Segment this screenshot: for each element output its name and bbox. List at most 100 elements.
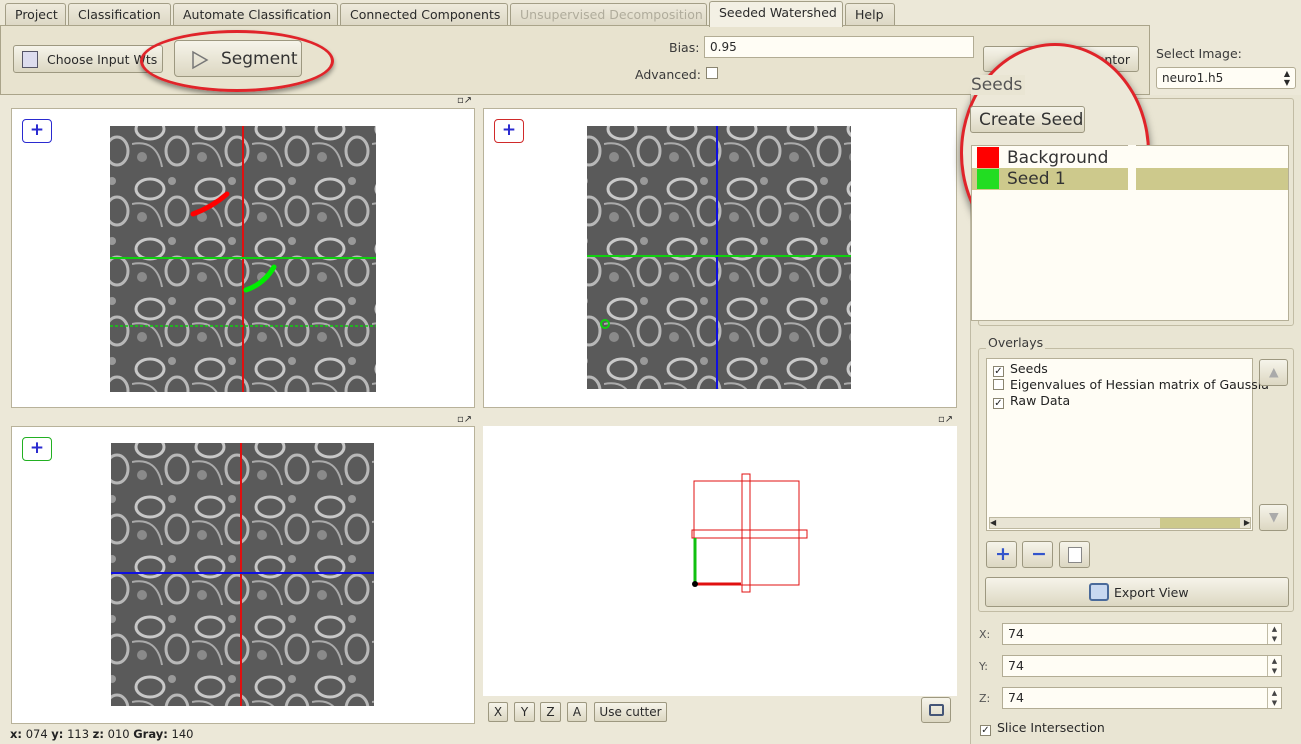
tab-label: Unsupervised Decomposition bbox=[520, 7, 703, 22]
status-gray-label: Gray: bbox=[133, 727, 168, 741]
spin-arrows-icon[interactable]: ▲ ▼ bbox=[1267, 624, 1281, 644]
status-z: 010 bbox=[107, 727, 130, 741]
overlay-checkbox[interactable] bbox=[993, 379, 1004, 390]
plus-icon: + bbox=[995, 543, 1011, 565]
arrow-up-icon: ▲ bbox=[1269, 364, 1279, 379]
tab-bar: Project Classification Automate Classifi… bbox=[0, 0, 1301, 27]
export-view-label: Export View bbox=[1114, 585, 1189, 600]
list-filler bbox=[1128, 145, 1136, 315]
tab-project[interactable]: Project bbox=[5, 3, 66, 26]
choose-input-weights-button[interactable]: Choose Input Wts bbox=[13, 45, 163, 73]
overlay-label: Raw Data bbox=[1010, 393, 1071, 408]
tab-label: Classification bbox=[78, 7, 161, 22]
seed-row-background[interactable]: Background bbox=[972, 146, 1288, 168]
overlay-row-seeds[interactable]: ✓ Seeds bbox=[993, 361, 1048, 377]
arrow-down-icon: ▼ bbox=[1269, 509, 1279, 524]
status-z-label: z: bbox=[92, 727, 104, 741]
tab-automate-classification[interactable]: Automate Classification bbox=[173, 3, 338, 26]
maximize-icon[interactable]: ▫↗ bbox=[938, 414, 954, 425]
camera-icon bbox=[929, 704, 944, 716]
overlay-label: Seeds bbox=[1010, 361, 1048, 376]
overlays-group bbox=[978, 348, 1294, 612]
axis-a-button[interactable]: A bbox=[567, 702, 587, 722]
x-coord-spinbox[interactable]: 74 ▲ ▼ bbox=[1002, 623, 1282, 645]
tab-label: Help bbox=[855, 7, 884, 22]
add-view-xy-icon[interactable]: + bbox=[22, 119, 52, 143]
add-view-yz-icon[interactable]: + bbox=[494, 119, 524, 143]
overlay-checkbox[interactable]: ✓ bbox=[993, 366, 1004, 377]
use-cutter-button[interactable]: Use cutter bbox=[594, 702, 667, 722]
axis-y-button[interactable]: Y bbox=[514, 702, 535, 722]
slice-view-xz[interactable]: + bbox=[11, 426, 475, 724]
overlay-checkbox[interactable]: ✓ bbox=[993, 398, 1004, 409]
bias-input[interactable]: 0.95 bbox=[704, 36, 974, 58]
choose-input-label: Choose Input Wts bbox=[47, 52, 158, 67]
bias-label: Bias: bbox=[669, 40, 700, 55]
background-seed-stroke bbox=[190, 191, 230, 217]
add-view-xz-icon[interactable]: + bbox=[22, 437, 52, 461]
z-coord-spinbox[interactable]: 74 ▲ ▼ bbox=[1002, 687, 1282, 709]
x-coord-value: 74 bbox=[1008, 626, 1024, 641]
advanced-label: Advanced: bbox=[635, 67, 701, 82]
scrollbar-thumb[interactable] bbox=[1160, 518, 1240, 528]
select-image-dropdown[interactable]: neuro1.h5 ▲ ▼ bbox=[1156, 67, 1296, 89]
screenshot-button[interactable] bbox=[921, 697, 951, 723]
tab-help[interactable]: Help bbox=[845, 3, 895, 26]
tab-unsupervised-decomposition: Unsupervised Decomposition bbox=[510, 3, 707, 26]
horizontal-scrollbar[interactable]: ◀ ▶ bbox=[989, 517, 1251, 529]
slice-xz-canvas bbox=[111, 443, 374, 706]
overlay-properties-button[interactable] bbox=[1059, 541, 1090, 568]
tab-label: Seeded Watershed bbox=[719, 5, 837, 20]
move-down-button[interactable]: ▼ bbox=[1259, 504, 1288, 531]
select-image-value: neuro1.h5 bbox=[1162, 71, 1224, 85]
tab-connected-components[interactable]: Connected Components bbox=[340, 3, 508, 26]
seed-color-swatch bbox=[977, 169, 999, 189]
status-y: 113 bbox=[67, 727, 90, 741]
maximize-icon[interactable]: ▫↗ bbox=[457, 414, 473, 425]
tab-label: Project bbox=[15, 7, 58, 22]
y-coord-label: Y: bbox=[979, 660, 988, 673]
dropdown-arrows-icon: ▲ ▼ bbox=[1283, 69, 1290, 87]
y-coord-value: 74 bbox=[1008, 658, 1024, 673]
slice-xy-canvas bbox=[110, 126, 376, 392]
status-x: 074 bbox=[25, 727, 48, 741]
add-overlay-button[interactable]: + bbox=[986, 541, 1017, 568]
view-3d[interactable] bbox=[483, 426, 957, 696]
overlay-row-hessian[interactable]: Eigenvalues of Hessian matrix of Gaussia bbox=[993, 377, 1269, 393]
slice-view-xy[interactable]: + bbox=[11, 108, 475, 408]
z-coord-value: 74 bbox=[1008, 690, 1024, 705]
slice-intersection-label: Slice Intersection bbox=[997, 720, 1105, 735]
spin-arrows-icon[interactable]: ▲ ▼ bbox=[1267, 656, 1281, 676]
move-up-button[interactable]: ▲ bbox=[1259, 359, 1288, 386]
spin-arrows-icon[interactable]: ▲ ▼ bbox=[1267, 688, 1281, 708]
advanced-checkbox[interactable] bbox=[706, 67, 718, 79]
tab-classification[interactable]: Classification bbox=[68, 3, 171, 26]
axis-x-button[interactable]: X bbox=[488, 702, 508, 722]
status-y-label: y: bbox=[51, 727, 64, 741]
seed1-stroke bbox=[243, 264, 277, 293]
page-icon bbox=[1068, 547, 1082, 563]
z-coord-label: Z: bbox=[979, 692, 991, 705]
export-view-button[interactable]: Export View bbox=[985, 577, 1289, 607]
create-seed-button[interactable]: Create Seed bbox=[970, 106, 1085, 133]
status-bar: x: 074 y: 113 z: 010 Gray: 140 bbox=[10, 727, 193, 741]
slice-view-yz[interactable]: + bbox=[483, 108, 957, 408]
slice-intersection-row[interactable]: ✓ Slice Intersection bbox=[980, 720, 1105, 736]
select-image-label: Select Image: bbox=[1156, 46, 1242, 61]
y-coord-spinbox[interactable]: 74 ▲ ▼ bbox=[1002, 655, 1282, 677]
overlay-list: ✓ Seeds Eigenvalues of Hessian matrix of … bbox=[986, 358, 1269, 531]
segment-highlight-ellipse bbox=[140, 30, 334, 92]
document-icon bbox=[22, 51, 38, 68]
tab-seeded-watershed[interactable]: Seeded Watershed bbox=[709, 1, 843, 27]
overlay-row-raw-data[interactable]: ✓ Raw Data bbox=[993, 393, 1070, 409]
tab-label: Connected Components bbox=[350, 7, 501, 22]
create-seed-label: Create Seed bbox=[979, 110, 1084, 130]
tab-label: Automate Classification bbox=[183, 7, 332, 22]
seeds-title: Seeds bbox=[971, 75, 1026, 95]
overlay-label: Eigenvalues of Hessian matrix of Gaussia bbox=[1010, 377, 1269, 392]
slice-intersection-checkbox[interactable]: ✓ bbox=[980, 725, 991, 736]
maximize-icon[interactable]: ▫↗ bbox=[457, 95, 473, 106]
seed-label: Seed 1 bbox=[1007, 169, 1066, 189]
remove-overlay-button[interactable]: − bbox=[1022, 541, 1053, 568]
axis-z-button[interactable]: Z bbox=[540, 702, 561, 722]
